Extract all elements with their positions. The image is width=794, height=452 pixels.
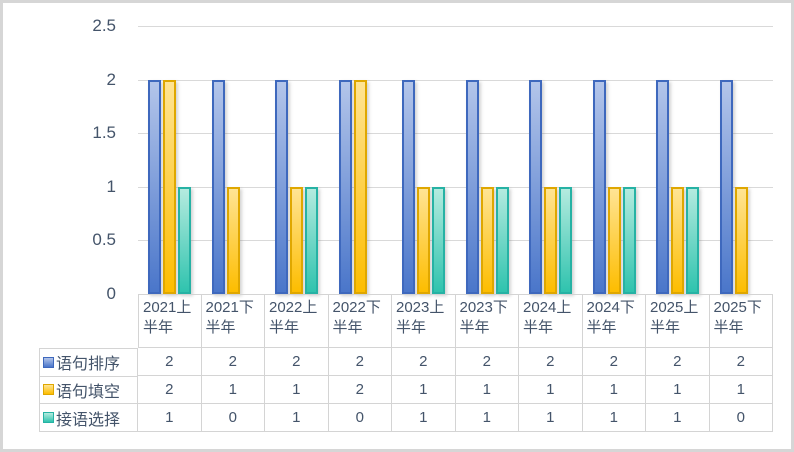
gridline: [138, 79, 773, 81]
bar-语句排序-2021下半年: [211, 79, 225, 294]
category-label: 2024上半年: [519, 294, 583, 348]
legend-swatch-接语选择: [43, 412, 54, 424]
table-value-cell: 2: [582, 348, 646, 376]
y-axis-tick-label: 1: [106, 176, 116, 196]
bar-语句排序-2023上半年: [402, 79, 416, 294]
y-axis-tick-label: 2: [106, 69, 116, 89]
table-value-cell: 1: [392, 376, 456, 404]
table-value-cell: 1: [392, 404, 456, 432]
table-value-cell: 2: [455, 348, 519, 376]
table-value-cell: 1: [582, 404, 646, 432]
category-label: 2023上半年: [392, 294, 456, 348]
table-value-cell: 1: [265, 404, 329, 432]
category-label: 2023下半年: [455, 294, 519, 348]
gridline: [138, 133, 773, 135]
category-label: 2022上半年: [265, 294, 329, 348]
bar-语句填空-2022上半年: [290, 186, 304, 294]
bar-语句填空-2024上半年: [544, 186, 558, 294]
legend-row-labels: 语句排序语句填空接语选择: [39, 348, 138, 432]
table-value-cell: 1: [201, 376, 265, 404]
bar-接语选择-2022上半年: [305, 186, 319, 294]
legend-swatch-语句填空: [43, 384, 54, 396]
bar-语句填空-2025下半年: [734, 186, 748, 294]
bar-语句填空-2022下半年: [353, 79, 367, 294]
table-value-cell: 1: [519, 404, 583, 432]
bar-语句排序-2021上半年: [148, 79, 162, 294]
category-label: 2025下半年: [709, 294, 773, 348]
table-value-cell: 1: [646, 376, 710, 404]
table-value-cell: 1: [265, 376, 329, 404]
category-label: 2021上半年: [138, 294, 202, 348]
bar-语句排序-2024下半年: [592, 79, 606, 294]
bar-语句排序-2022上半年: [275, 79, 289, 294]
gridline: [138, 240, 773, 242]
bar-语句填空-2025上半年: [671, 186, 685, 294]
gridline: [138, 26, 773, 27]
table-value-cell: 2: [519, 348, 583, 376]
category-label: 2024下半年: [582, 294, 646, 348]
bar-语句排序-2022下半年: [338, 79, 352, 294]
table-value-cell: 2: [138, 348, 202, 376]
y-axis-tick-label: 2.5: [92, 16, 116, 35]
series-name: 语句填空: [56, 383, 121, 401]
bar-语句填空-2021上半年: [163, 79, 177, 294]
series-row-label: 语句填空: [40, 376, 138, 405]
y-axis-tick-label: 0: [106, 284, 116, 303]
bar-语句填空-2021下半年: [226, 186, 240, 294]
table-value-cell: 2: [392, 348, 456, 376]
bar-接语选择-2024上半年: [559, 186, 573, 294]
table-value-cell: 1: [138, 404, 202, 432]
bar-接语选择-2025上半年: [686, 186, 700, 294]
bar-接语选择-2023上半年: [432, 186, 446, 294]
table-value-cell: 1: [455, 376, 519, 404]
table-value-cell: 2: [709, 348, 773, 376]
table-value-cell: 0: [709, 404, 773, 432]
table-value-cell: 2: [646, 348, 710, 376]
series-name: 接语选择: [56, 411, 121, 429]
bar-语句排序-2025上半年: [656, 79, 670, 294]
table-value-cell: 1: [519, 376, 583, 404]
table-value-cell: 0: [201, 404, 265, 432]
series-name: 语句排序: [56, 356, 121, 374]
table-value-cell: 1: [646, 404, 710, 432]
bar-语句排序-2023下半年: [465, 79, 479, 294]
category-label: 2021下半年: [201, 294, 265, 348]
bar-语句排序-2024上半年: [529, 79, 543, 294]
category-label: 2022下半年: [328, 294, 392, 348]
bar-语句填空-2024下半年: [607, 186, 621, 294]
series-row-label: 语句排序: [40, 349, 138, 377]
table-value-cell: 1: [709, 376, 773, 404]
table-value-cell: 2: [328, 376, 392, 404]
bar-语句填空-2023下半年: [480, 186, 494, 294]
table-value-cell: 2: [201, 348, 265, 376]
table-value-cell: 2: [265, 348, 329, 376]
plot-area: [138, 26, 773, 294]
table-value-cell: 2: [328, 348, 392, 376]
bar-接语选择-2024下半年: [622, 186, 636, 294]
bar-接语选择-2023下半年: [495, 186, 509, 294]
table-value-cell: 2: [138, 376, 202, 404]
series-row-label: 接语选择: [40, 404, 138, 432]
bar-接语选择-2021上半年: [178, 186, 192, 294]
bar-语句填空-2023上半年: [417, 186, 431, 294]
table-value-cell: 1: [582, 376, 646, 404]
category-label: 2025上半年: [646, 294, 710, 348]
y-axis-tick-label: 1.5: [92, 123, 116, 143]
legend-swatch-语句排序: [43, 356, 54, 368]
table-value-cell: 0: [328, 404, 392, 432]
gridline: [138, 186, 773, 188]
table-value-cell: 1: [455, 404, 519, 432]
bar-语句排序-2025下半年: [719, 79, 733, 294]
category-header-row: 2021上半年 2021下半年 2022上半年 2022下半年 2023上半年 2023下…: [138, 294, 773, 348]
y-axis-tick-label: 0.5: [92, 230, 116, 250]
